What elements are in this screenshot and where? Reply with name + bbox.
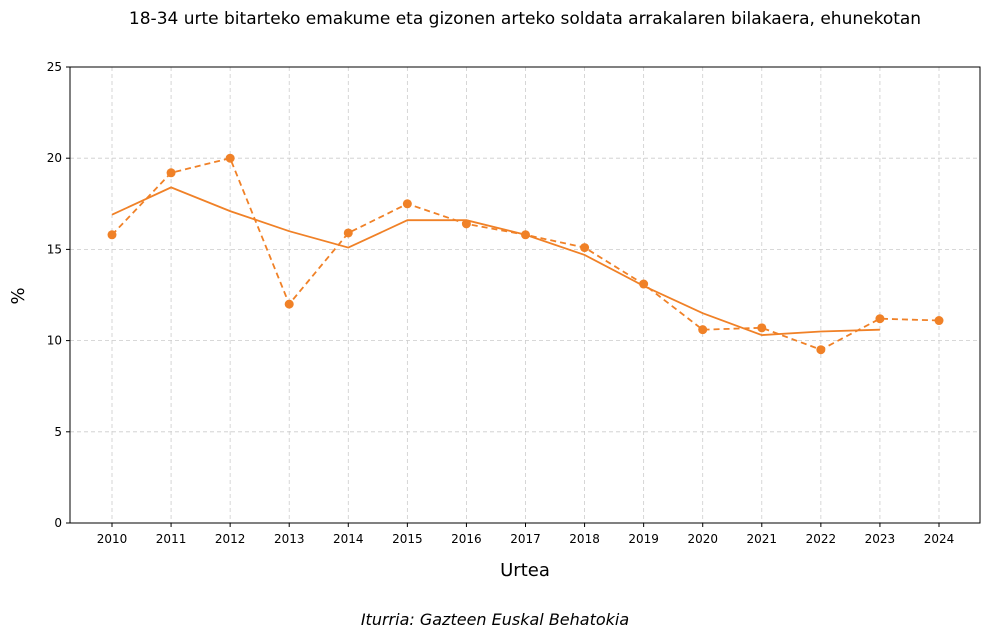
- y-tick-label: 10: [47, 334, 62, 348]
- data-point: [580, 243, 590, 253]
- plot-area: [69, 66, 981, 524]
- series-line-solid: [111, 186, 880, 337]
- data-point: [698, 325, 708, 335]
- y-tick-label: 25: [47, 60, 62, 74]
- grid: [70, 67, 980, 523]
- y-tick-label: 20: [47, 151, 62, 165]
- x-tick-label: 2012: [215, 532, 246, 546]
- x-tick-label: 2015: [392, 532, 423, 546]
- data-point: [284, 299, 294, 309]
- x-tick-label: 2023: [865, 532, 896, 546]
- x-tick-label: 2021: [747, 532, 778, 546]
- x-tick-label: 2014: [333, 532, 364, 546]
- data-point: [402, 199, 412, 209]
- x-axis-title: Urtea: [500, 560, 550, 581]
- x-tick-label: 2022: [806, 532, 837, 546]
- data-point: [875, 314, 885, 324]
- x-tick-label: 2013: [274, 532, 305, 546]
- series-layer: [107, 153, 944, 355]
- x-tick-label: 2011: [156, 532, 187, 546]
- data-point: [225, 153, 235, 163]
- x-tick-label: 2024: [924, 532, 955, 546]
- y-tick-label: 0: [54, 516, 62, 530]
- data-point: [816, 345, 826, 355]
- data-point: [343, 228, 353, 238]
- x-tick-label: 2019: [628, 532, 659, 546]
- x-tick-label: 2018: [569, 532, 600, 546]
- y-tick-label: 5: [54, 425, 62, 439]
- y-axis: 0 5 10 15 20 25: [47, 60, 70, 530]
- data-point: [757, 323, 767, 333]
- data-point: [934, 316, 944, 326]
- chart-title: 18-34 urte bitarteko emakume eta gizonen…: [129, 9, 921, 29]
- x-tick-label: 2020: [687, 532, 718, 546]
- data-point: [107, 230, 117, 240]
- y-tick-label: 15: [47, 242, 62, 256]
- data-point: [166, 168, 176, 178]
- source-note: Iturria: Gazteen Euskal Behatokia: [361, 610, 629, 629]
- x-tick-label: 2010: [97, 532, 128, 546]
- y-axis-title: %: [8, 287, 29, 304]
- x-tick-label: 2017: [510, 532, 541, 546]
- x-tick-label: 2016: [451, 532, 482, 546]
- x-axis: 2010 2011 2012 2013 2014 2015 2016 2017 2018 2019…: [97, 523, 955, 546]
